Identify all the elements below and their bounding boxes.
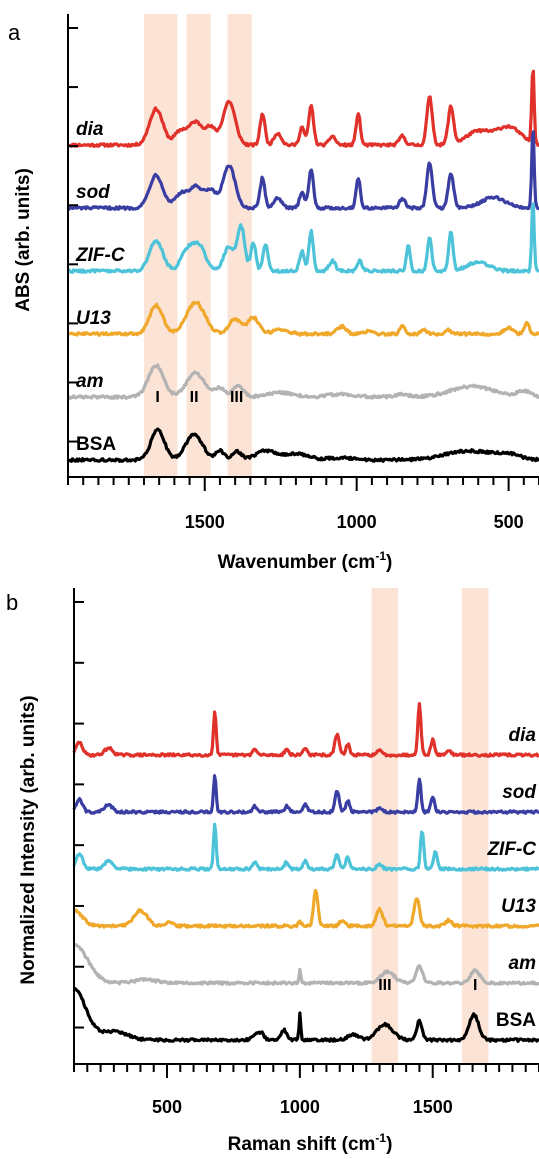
spectra-a	[66, 69, 539, 463]
series-label-am: am	[76, 371, 104, 392]
highlight-band	[227, 14, 252, 477]
band-label: I	[155, 389, 159, 406]
spectrum-line-dia	[72, 702, 539, 758]
series-label-zif-c: ZIF-C	[75, 245, 125, 266]
highlight-band	[461, 588, 489, 1064]
series-labels-a: dia sod ZIF-C U13 am BSA	[75, 119, 125, 455]
band-label: III	[230, 389, 243, 406]
series-label-zif-c: ZIF-C	[486, 839, 536, 860]
spectrum-line-zif-c	[72, 822, 539, 872]
series-label-sod: sod	[76, 182, 110, 203]
x-tick-label: 1000	[280, 1097, 320, 1117]
x-tick-label: 500	[494, 512, 524, 532]
spectrum-line-zif-c	[66, 202, 539, 274]
spectrum-line-bsa	[67, 427, 539, 463]
highlight-band	[371, 588, 399, 1064]
spectrum-line-dia	[67, 69, 539, 148]
band-labels-b: III I	[378, 977, 477, 994]
spectrum-line-u13	[66, 300, 539, 337]
y-axis-title-b: Normalized Intensity (arb. units)	[18, 695, 39, 984]
series-label-sod: sod	[502, 782, 536, 803]
band-label: III	[378, 977, 391, 994]
x-tick-label: 1500	[185, 512, 225, 532]
x-tick-label: 1000	[337, 512, 377, 532]
spectrum-line-am	[73, 942, 539, 986]
x-axis-title-b: Raman shift (cm-1)	[228, 1131, 393, 1155]
series-label-u13: U13	[501, 896, 536, 917]
x-tick-label: 1500	[413, 1097, 453, 1117]
series-labels-b: dia sod ZIF-C U13 am BSA	[486, 725, 536, 1031]
band-label: II	[190, 389, 199, 406]
spectrum-line-bsa	[72, 987, 539, 1043]
series-label-bsa: BSA	[496, 1010, 536, 1031]
panel-letter-a: a	[8, 20, 21, 45]
band-label: I	[473, 977, 477, 994]
y-axis-title-a: ABS (arb. units)	[13, 168, 34, 312]
spectra-b	[72, 702, 539, 1043]
band-labels-a: I II III	[155, 389, 243, 406]
series-label-dia: dia	[509, 725, 537, 746]
series-label-dia: dia	[76, 119, 104, 140]
spectrum-line-am	[67, 363, 539, 400]
spectrum-line-u13	[73, 888, 539, 929]
x-tick-label: 500	[152, 1097, 182, 1117]
spectrum-line-sod	[72, 774, 539, 815]
x-axis-title-a: Wavenumber (cm-1)	[218, 549, 393, 573]
series-label-u13: U13	[76, 308, 111, 329]
axes-b: 500 1000 1500	[73, 588, 539, 1117]
highlight-bands-b	[371, 588, 489, 1064]
series-label-bsa: BSA	[76, 434, 116, 455]
panel-letter-b: b	[6, 590, 18, 615]
axes-a: 1500 1000 500	[67, 14, 539, 532]
spectrum-line-sod	[67, 130, 539, 211]
series-label-am: am	[509, 953, 537, 974]
